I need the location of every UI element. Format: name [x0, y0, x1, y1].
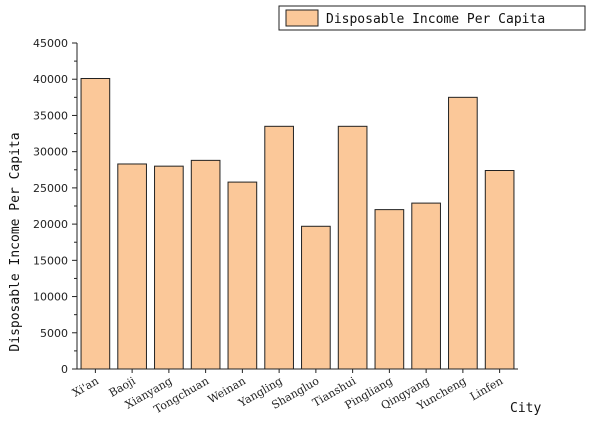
- x-tick-label: Xi'an: [70, 374, 101, 399]
- x-axis-tick-labels: Xi'an BaojiXianyangTongchuanWeinanYanglin…: [70, 369, 505, 416]
- bar: [264, 125, 294, 370]
- bar: [154, 165, 184, 370]
- y-axis-title: Disposable Income Per Capita: [8, 132, 23, 351]
- legend-swatch: [285, 9, 319, 27]
- y-tick-label: 20000: [33, 218, 68, 231]
- x-tick-label: Linfen: [468, 374, 505, 403]
- y-axis-ticks: 0 5000 10000 15000 20000 25000 30000 35000 40000…: [33, 37, 77, 376]
- bar: [374, 209, 405, 370]
- y-tick-label: 30000: [33, 146, 68, 159]
- bars: [80, 77, 515, 370]
- bar: [190, 159, 221, 370]
- bar: [337, 125, 368, 370]
- y-tick-label: 35000: [33, 109, 68, 122]
- legend: Disposable Income Per Capita: [278, 5, 586, 31]
- y-tick-label: 0: [61, 363, 68, 376]
- legend-frame: [278, 5, 586, 31]
- y-tick-label: 45000: [33, 37, 68, 50]
- y-tick-label: 5000: [40, 327, 68, 340]
- bar: [301, 225, 331, 370]
- y-tick-label: 15000: [33, 254, 68, 267]
- bar: [117, 163, 147, 370]
- y-tick-label: 10000: [33, 291, 68, 304]
- y-tick-label: 25000: [33, 182, 68, 195]
- x-axis-title: City: [510, 401, 541, 416]
- y-tick-label: 40000: [33, 73, 68, 86]
- bar: [448, 96, 478, 370]
- legend-label: Disposable Income Per Capita: [326, 12, 545, 27]
- bar: [484, 170, 515, 370]
- bar: [411, 202, 441, 370]
- bar: [227, 181, 258, 370]
- bar: [80, 77, 111, 370]
